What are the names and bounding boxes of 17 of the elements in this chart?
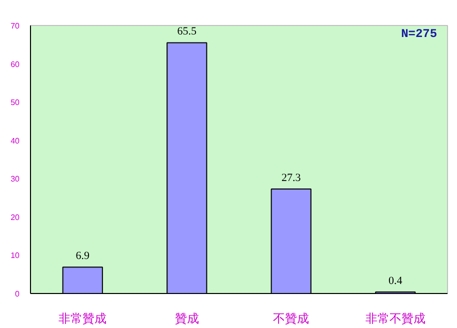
data-label: 65.5 (177, 26, 197, 38)
data-label: 6.9 (76, 250, 90, 262)
data-label: 27.3 (282, 172, 302, 184)
y-tick-label: 20 (10, 212, 20, 222)
y-tick-label: 30 (10, 174, 20, 184)
x-tick-label: 不贊成 (273, 312, 310, 326)
x-tick-label: 贊成 (174, 312, 199, 326)
y-tick-label: 0 (15, 290, 20, 298)
annotation: N=275 (401, 26, 438, 41)
x-tick-label: 非常不贊成 (365, 312, 426, 326)
y-tick-label: 60 (10, 60, 20, 69)
y-tick-label: 40 (10, 136, 20, 146)
y-tick-label: 70 (10, 22, 20, 30)
x-tick-label: 非常贊成 (58, 312, 107, 326)
y-tick-label: 10 (10, 251, 20, 260)
y-tick-label: 50 (10, 98, 20, 108)
data-label: 0.4 (388, 274, 403, 287)
